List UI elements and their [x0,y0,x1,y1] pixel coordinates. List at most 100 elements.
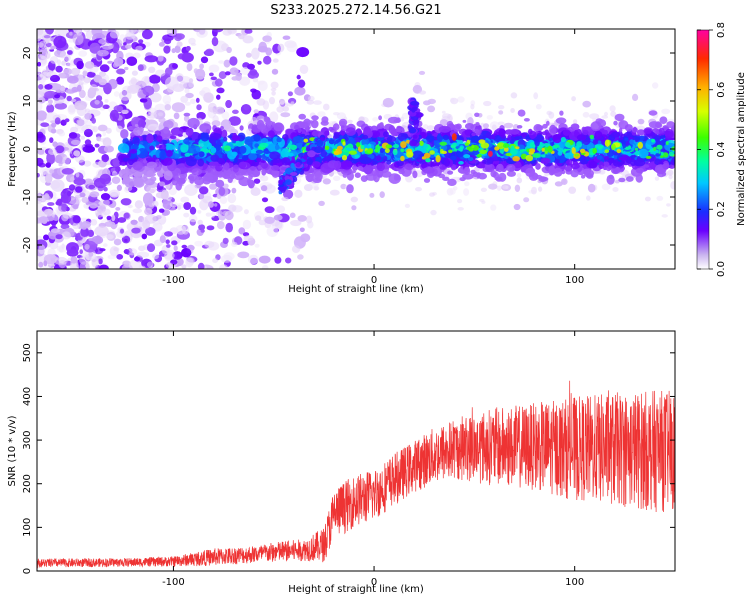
spectrogram-cell [125,32,136,40]
spectrogram-cell [109,30,120,39]
spectrogram-cell [79,261,90,269]
spectrogram-cell [98,201,104,205]
spectrogram-cell [423,178,431,183]
spectrogram-cell [216,87,225,94]
spectrogram-cell [37,61,42,67]
spectrogram-cell [227,193,237,204]
spectrogram-cell [384,148,390,154]
spectrogram-cell [133,127,143,136]
spectrogram-cell [229,56,238,66]
spectrogram-cell [152,200,159,207]
spectrogram-cell [624,124,633,132]
spectrogram-cell [84,139,92,146]
spectrogram-cell [538,186,543,192]
spectrogram-cell [404,163,413,170]
spectrogram-cell [146,243,156,253]
spectrogram-cell [251,89,262,100]
spectrogram-cell [298,113,307,120]
y-tick-label: 0 [22,146,33,152]
spectrogram-cell [332,123,340,131]
spectrogram-cell [496,185,502,191]
spectrogram-cell [253,171,260,177]
spectrogram-cell [490,204,497,211]
spectrogram-cell [149,145,155,151]
spectrogram-cell [146,261,154,268]
spectrogram-cell [78,50,88,57]
spectrogram-cell [66,249,79,257]
spectrogram-cell [76,60,84,70]
spectrogram-cell [523,118,530,122]
spectrogram-cell [149,188,155,194]
spectrogram-cell [661,108,671,115]
spectrogram-cell [161,198,173,210]
spectrogram-cell [134,200,143,209]
spectrogram-cell [601,183,611,191]
spectrogram-cell [74,102,82,110]
spectrogram-cell [489,134,496,140]
spectrogram-cell [476,173,481,179]
spectrogram-cell [250,166,256,171]
spectrogram-cell [463,188,470,196]
spectrogram-cell [113,57,124,67]
spectrogram-cell [535,163,541,170]
spectrogram-cell [98,78,107,86]
spectrogram-cell [457,199,463,204]
spectrogram-cell [223,145,231,152]
spectrogram-cell [199,63,205,70]
spectrogram-cell [216,221,225,230]
spectrogram-cell [401,112,409,120]
spectrogram-cell [379,171,383,176]
spectrogram-cell [260,162,265,168]
spectrogram-cell [351,205,357,211]
spectrogram-cell [392,149,398,156]
spectrogram-cell [196,104,202,111]
spectrogram-cell [150,176,157,182]
spectrogram-cell [382,97,394,108]
spectrogram-cell [393,144,399,149]
spectrogram-cell [260,160,267,164]
spectrogram-cell [245,52,252,58]
spectrogram-cell [103,243,108,247]
spectrogram-cell [166,244,171,248]
spectrogram-cell [494,146,500,151]
spectrogram-cell [135,45,143,51]
spectrogram-cell [124,178,135,188]
spectrogram-cell [131,70,138,76]
spectrogram-cell [45,29,54,35]
spectrogram-cell [208,137,215,143]
spectrogram-cell [247,254,259,265]
spectrogram-cell [502,185,509,190]
spectrogram-cell [334,160,342,169]
spectrogram-cell [369,192,375,198]
spectrogram-cell [184,87,190,94]
spectrogram-cell [68,184,76,191]
spectrogram-cell [218,60,225,64]
spectrogram-cell [244,209,249,215]
spectrogram-cell [219,264,229,269]
spectrogram-cell [285,257,292,264]
spectrogram-cell [263,55,272,65]
spectrogram-cell [183,212,190,218]
spectrogram-cell [449,187,456,195]
spectrogram-cell [333,132,340,139]
spectrogram-cell [393,119,401,123]
spectrogram-cell [557,150,563,156]
spectrogram-cell [347,119,353,124]
spectrogram-cell [333,150,340,156]
spectrogram-cell [120,228,124,234]
spectrogram-cell [225,222,233,233]
spectrogram-cell [179,81,188,89]
spectrogram-cell [372,160,378,165]
spectrogram-cell [289,144,297,151]
spectrogram-cell [104,221,116,227]
spectrogram-cell [44,193,50,201]
spectrogram-cell [666,203,671,207]
spectrogram-cell [277,43,285,53]
spectrogram-cell [37,173,40,178]
spectrogram-cell [188,214,198,223]
spectrogram-cell [231,76,239,81]
spectrogram-cell [611,167,621,175]
spectrogram-cell [296,74,301,80]
spectrogram-cell [103,186,108,192]
